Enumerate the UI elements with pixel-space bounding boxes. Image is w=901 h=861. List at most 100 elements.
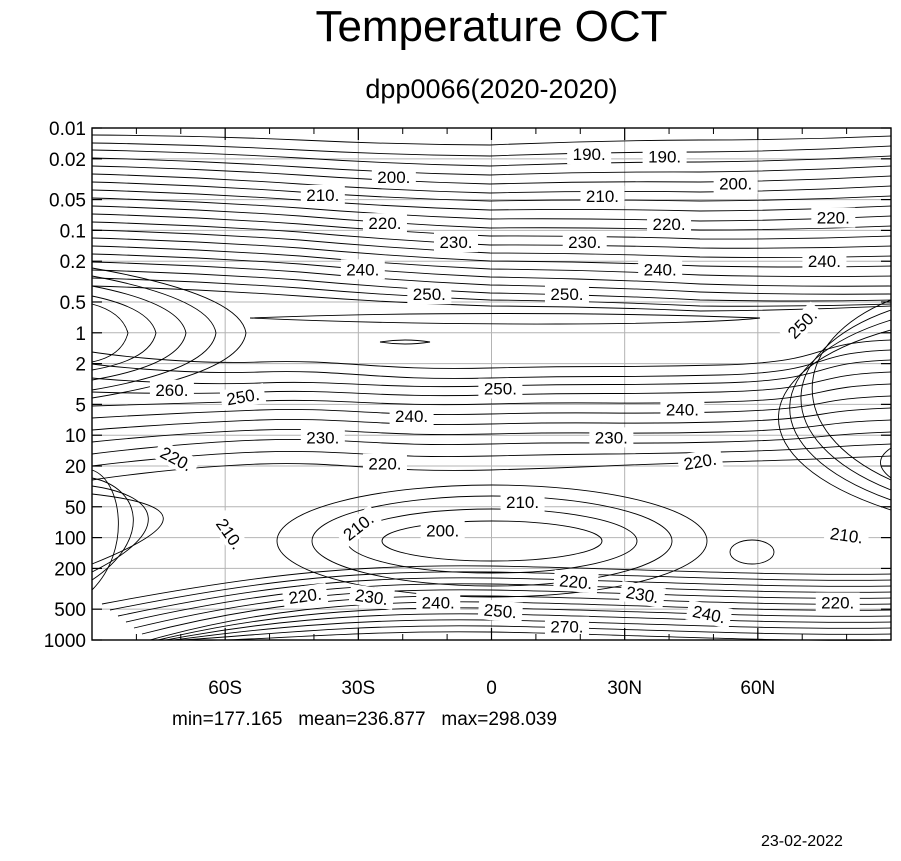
summary-stats: min=177.165 mean=236.877 max=298.039: [172, 709, 558, 730]
contour-label-text: 270.: [550, 618, 583, 637]
upper-contour: [91, 189, 892, 212]
contour-label: 230.: [619, 580, 666, 609]
x-tick-label: 0: [486, 678, 497, 699]
contour-label-bg: [685, 599, 733, 629]
contour-label-bg: [478, 378, 523, 399]
contour-label-text: 240.: [666, 400, 699, 419]
contour-label-text: 220.: [558, 571, 593, 593]
contour-label-bg: [642, 146, 687, 167]
y-tick-label: 0.1: [60, 221, 86, 242]
contour-label-text: 240.: [808, 252, 841, 271]
contour-label-text: 220.: [287, 585, 322, 608]
upper-contour: [91, 142, 892, 157]
contour-label-text: 240.: [422, 593, 455, 612]
contour-label-text: 240.: [691, 602, 727, 627]
contour-label-text: 260.: [155, 381, 188, 400]
contour-label: 240.: [340, 259, 385, 280]
contour-label-bg: [208, 510, 251, 558]
contour-label-text: 250.: [550, 285, 583, 304]
upper-contour: [91, 213, 892, 240]
contour-label-text: 220.: [653, 215, 686, 234]
contour-label: 250.: [779, 301, 825, 347]
contour-label: 250.: [544, 284, 589, 305]
contour-label-bg: [580, 185, 625, 206]
contour-label: 220.: [553, 569, 599, 594]
x-tick-label: 30N: [607, 678, 642, 699]
contour-label: 240.: [802, 251, 847, 272]
contour-label-bg: [300, 184, 345, 205]
contour-label: 260.: [149, 379, 194, 400]
y-tick-label: 1: [75, 324, 86, 345]
contour-label-bg: [416, 592, 461, 613]
contour-label-bg: [647, 214, 692, 235]
contour-label: 250.: [477, 599, 524, 623]
contour-label-text: 220.: [368, 214, 401, 233]
contour-label: 190.: [567, 144, 612, 165]
surface-contour: [133, 589, 892, 629]
contour-label-text: 220.: [817, 209, 850, 228]
contour-label-text: 190.: [648, 148, 681, 167]
contour-label-bg: [713, 173, 758, 194]
upper-contour: [91, 205, 892, 231]
chart-subtitle: dpp0066(2020-2020): [365, 74, 618, 104]
contour-label-bg: [544, 284, 589, 305]
contour-label: 210.: [500, 492, 545, 513]
upper-contour: [91, 157, 892, 176]
contour-label: 240.: [416, 592, 461, 613]
y-tick-label: 100: [54, 529, 86, 550]
contour-label-bg: [420, 520, 465, 541]
contour-label-text: 230.: [439, 233, 472, 252]
contour-label-bg: [676, 447, 724, 476]
y-tick-label: 2: [75, 355, 86, 376]
contour-label-text: 200.: [719, 175, 752, 194]
contour-label-bg: [362, 453, 407, 474]
contour-label-bg: [823, 522, 870, 549]
contour-label-text: 250.: [484, 380, 517, 399]
contour-label: 220.: [811, 207, 856, 228]
upper-contour: [91, 277, 892, 307]
contour-label-bg: [553, 569, 599, 594]
right-polar-contour: [789, 319, 892, 501]
contour-label: 220.: [676, 447, 724, 476]
contour-label-bg: [500, 492, 545, 513]
contour-label: 240.: [685, 599, 733, 629]
mid-contour: [91, 407, 892, 431]
y-tick-label: 500: [54, 600, 86, 621]
contour-label-bg: [567, 144, 612, 165]
x-tick-label: 60N: [740, 678, 775, 699]
cold-core-contour: [311, 495, 673, 587]
polar-loop: [91, 285, 187, 381]
right-polar-contour: [778, 329, 892, 511]
contour-label-bg: [589, 427, 634, 448]
upper-contour: [91, 134, 892, 146]
contour-label: 220.: [647, 214, 692, 235]
upper-contour: [91, 237, 892, 268]
y-tick-label: 5: [75, 395, 86, 416]
mid-contour: [91, 455, 892, 481]
upper-contour: [91, 149, 892, 167]
upper-contour: [91, 253, 892, 287]
cold-core-contour: [276, 484, 708, 598]
contour-label-text: 250.: [413, 285, 446, 304]
contour-label-text: 230.: [568, 233, 601, 252]
contour-label: 230.: [562, 232, 607, 253]
contour-label-text: 210.: [506, 493, 539, 512]
left-cold-loop: [91, 477, 134, 581]
contour-label-bg: [477, 599, 524, 623]
contour-label-text: 230.: [306, 428, 339, 447]
polar-loop: [91, 303, 129, 363]
contour-label: 240.: [389, 406, 434, 427]
contour-label-bg: [815, 592, 860, 613]
contour-label-bg: [562, 232, 607, 253]
band-contour: [249, 313, 761, 325]
small-loop: [379, 339, 431, 345]
chart-title: Temperature OCT: [315, 2, 668, 51]
contour-label: 240.: [660, 399, 705, 420]
upper-contour: [91, 221, 892, 249]
contour-label-bg: [619, 580, 666, 609]
contour-label-text: 200.: [377, 168, 410, 187]
upper-contour: [91, 229, 892, 259]
contour-label-text: 230.: [595, 428, 628, 447]
contour-label-bg: [811, 207, 856, 228]
